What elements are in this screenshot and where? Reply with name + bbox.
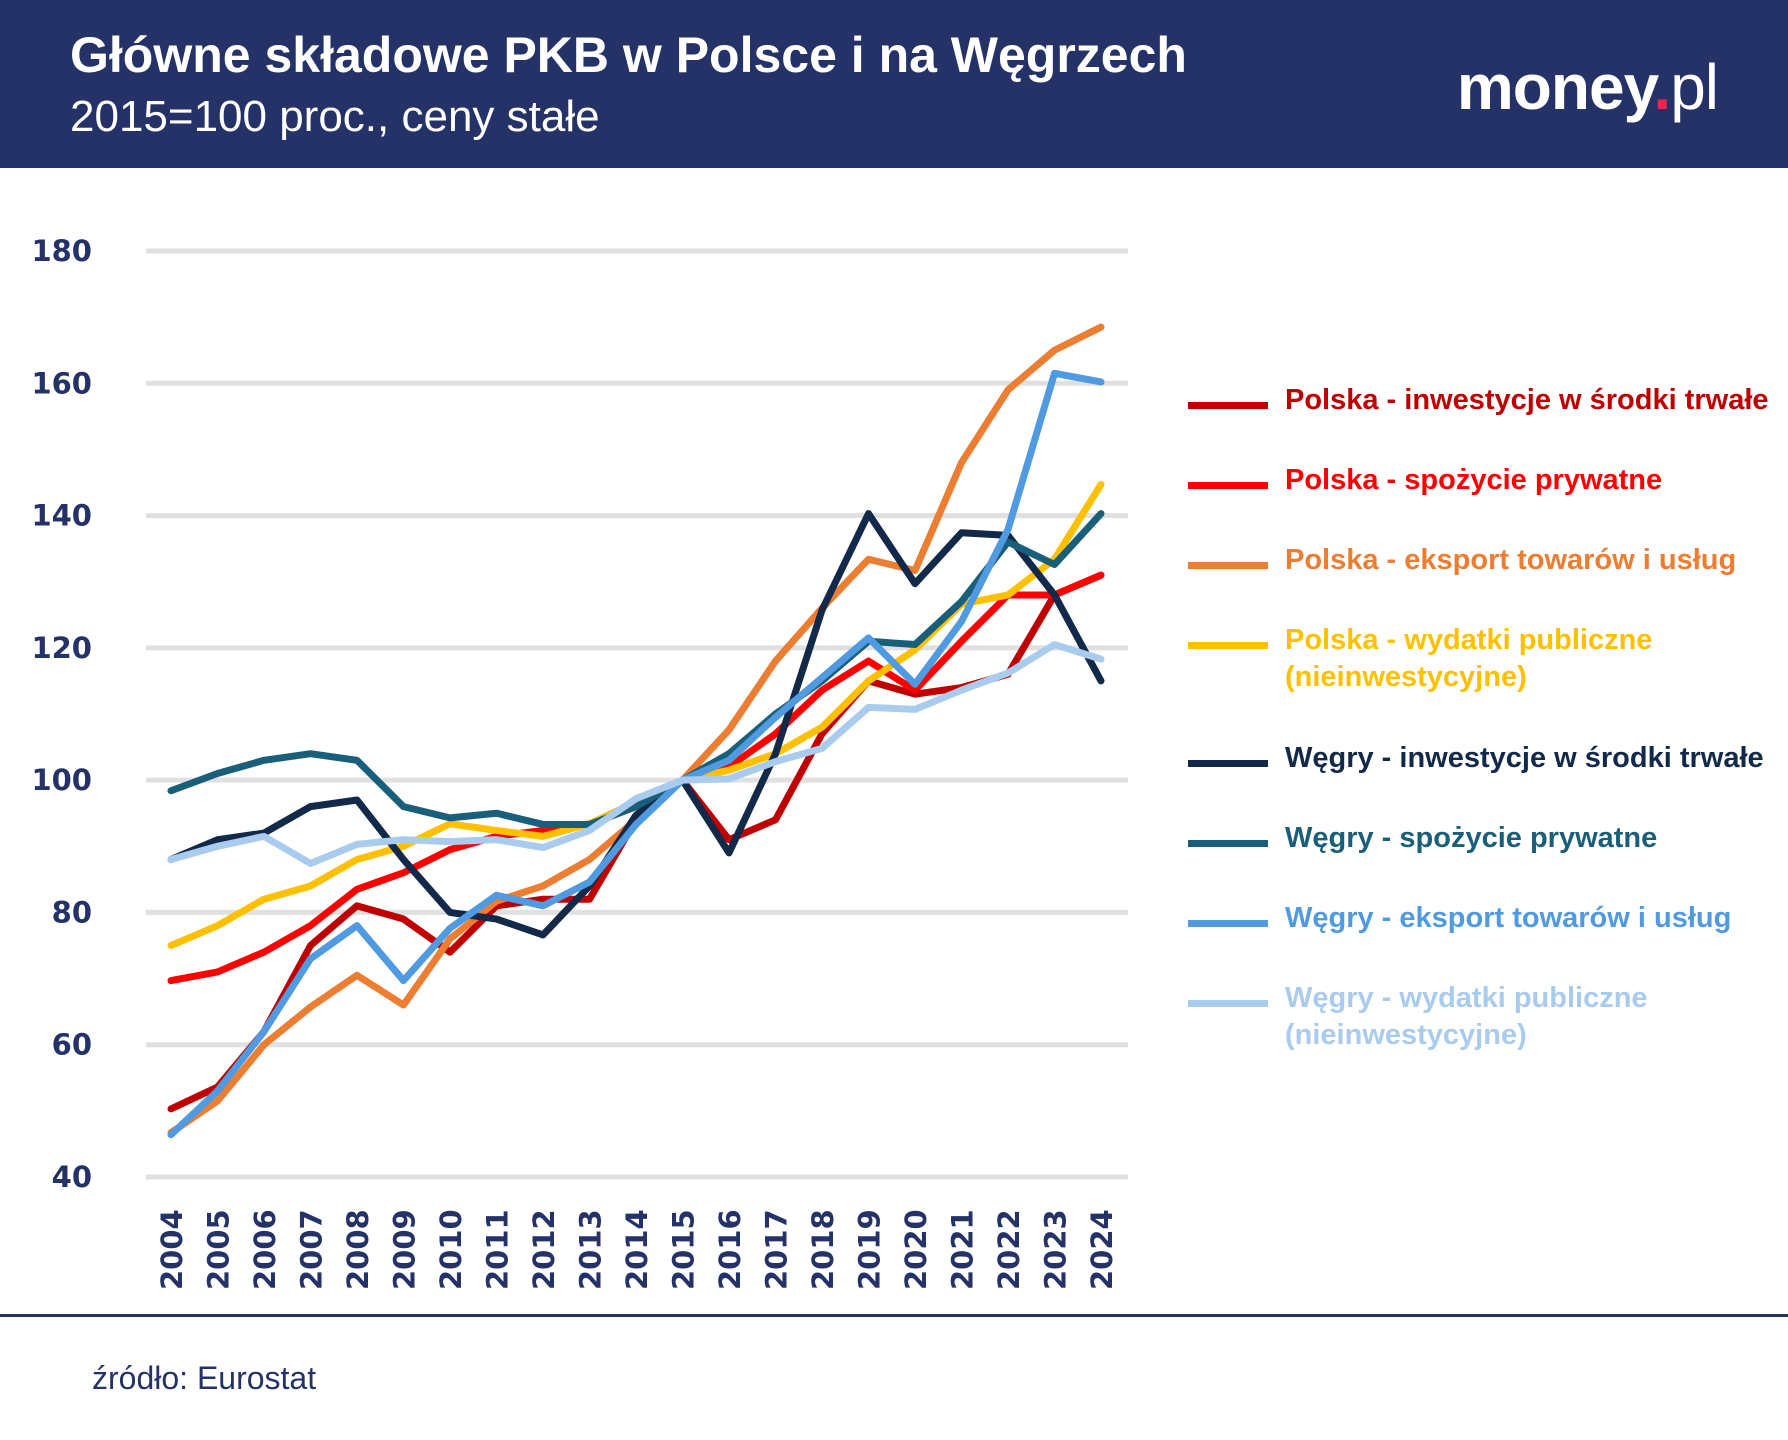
series-line [167, 369, 1105, 1139]
series-line [167, 480, 1105, 949]
legend-label: Węgry - wydatki publiczne (nieinwestycyj… [1285, 982, 1648, 1051]
series-line [167, 641, 1105, 867]
x-tick-label: 2021 [946, 1209, 980, 1290]
y-tick-label: 160 [31, 366, 92, 400]
series-line [167, 510, 1105, 939]
y-tick-label: 120 [31, 631, 92, 665]
x-tick-label: 2012 [527, 1209, 561, 1290]
divider [0, 1314, 1788, 1317]
x-tick-label: 2010 [434, 1209, 468, 1290]
y-tick-label: 100 [31, 763, 92, 797]
x-tick-label: 2004 [155, 1209, 189, 1290]
series-line [167, 571, 1105, 1113]
x-tick-label: 2013 [574, 1209, 608, 1290]
y-tick-label: 60 [52, 1028, 92, 1062]
y-tick-label: 180 [31, 234, 92, 268]
y-tick-label: 80 [52, 895, 92, 929]
x-tick-label: 2005 [202, 1209, 236, 1290]
x-tick-label: 2006 [248, 1209, 282, 1290]
money-pl-logo: money.pl [1456, 51, 1719, 123]
legend-label: Polska - wydatki publiczne (nieinwestycy… [1285, 624, 1653, 693]
legend-swatch [1188, 760, 1268, 767]
source-note: źródło: Eurostat [92, 1360, 317, 1396]
legend-swatch [1188, 920, 1268, 927]
header: Główne składowe PKB w Polsce i na Węgrze… [0, 0, 1788, 168]
legend-swatch [1188, 642, 1268, 649]
legend-label: Polska - eksport towarów i usług [1285, 544, 1737, 576]
line-chart: 40 60 80 100 120 140 160 180 2004 2005 2006 2007 200… [31, 234, 1128, 1290]
x-tick-label: 2017 [760, 1209, 794, 1290]
x-tick-label: 2016 [713, 1209, 747, 1290]
x-tick-label: 2024 [1085, 1209, 1119, 1290]
legend-label: Węgry - inwestycje w środki trwałe [1285, 742, 1764, 774]
x-tick-label: 2015 [667, 1209, 701, 1290]
x-tick-label: 2022 [992, 1209, 1026, 1290]
y-tick-label: 140 [31, 499, 92, 533]
chart-subtitle: 2015=100 proc., ceny stałe [70, 92, 600, 141]
legend-swatch [1188, 402, 1268, 409]
legend-label: Polska - spożycie prywatne [1285, 464, 1663, 496]
x-tick-label: 2020 [899, 1209, 933, 1290]
x-tick-label: 2023 [1039, 1209, 1073, 1290]
y-tick-label: 40 [52, 1160, 92, 1194]
series-line [167, 323, 1105, 1137]
x-tick-label: 2019 [853, 1209, 887, 1290]
x-tick-label: 2018 [806, 1209, 840, 1290]
legend-swatch [1188, 482, 1268, 489]
x-tick-label: 2008 [341, 1209, 375, 1290]
legend-label: Węgry - spożycie prywatne [1285, 822, 1658, 854]
x-tick-label: 2011 [481, 1209, 515, 1290]
x-tick-label: 2009 [388, 1209, 422, 1290]
legend-swatch [1188, 1000, 1268, 1007]
legend-label: Węgry - eksport towarów i usług [1285, 902, 1732, 934]
series-line [167, 510, 1105, 828]
legend-label: Polska - inwestycje w środki trwałe [1285, 384, 1769, 416]
chart-title: Główne składowe PKB w Polsce i na Węgrze… [70, 27, 1187, 83]
x-tick-label: 2007 [295, 1209, 329, 1290]
legend-swatch [1188, 840, 1268, 847]
legend-swatch [1188, 562, 1268, 569]
x-tick-label: 2014 [620, 1209, 654, 1290]
